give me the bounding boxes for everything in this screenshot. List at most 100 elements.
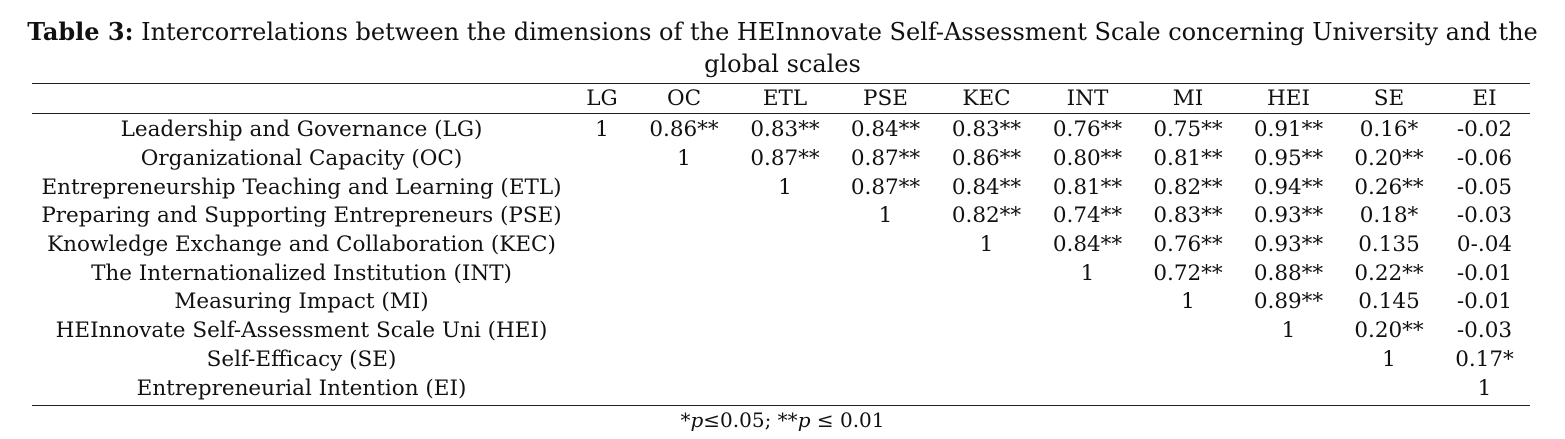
row-label: Organizational Capacity (OC): [140, 146, 463, 172]
note-p-symbol: p: [690, 408, 704, 432]
correlation-cell: [571, 259, 633, 288]
row-label: Knowledge Exchange and Collaboration (KE…: [47, 232, 556, 258]
correlation-cell: [633, 288, 735, 317]
correlation-cell: [936, 374, 1037, 403]
correlation-cell: 0.83**: [750, 117, 820, 143]
table-row: Preparing and Supporting Entrepreneurs (…: [32, 202, 1530, 231]
table-row: Measuring Impact (MI) 1 0.89** 0.145 -0.01: [32, 288, 1530, 317]
correlation-cell: [633, 202, 735, 231]
table-number: Table 3:: [27, 17, 134, 46]
correlation-cell: 0.83**: [1153, 203, 1223, 229]
column-header-se: SE: [1339, 85, 1439, 114]
correlation-cell: [735, 317, 835, 346]
correlation-cell: 0.86**: [951, 146, 1022, 172]
row-label: HEInnovate Self-Assessment Scale Uni (HE…: [55, 318, 548, 344]
correlation-cell: [1238, 374, 1339, 403]
table-row: Entrepreneurial Intention (EI) 1: [32, 374, 1530, 403]
row-label: Entrepreneurship Teaching and Learning (…: [41, 174, 562, 200]
correlation-cell: 0.91**: [1253, 117, 1324, 143]
note-threshold-1: ≤0.05; **: [703, 408, 798, 432]
row-label: Entrepreneurial Intention (EI): [136, 375, 467, 401]
column-header-etl: ETL: [735, 85, 835, 114]
correlation-cell: [936, 259, 1037, 288]
column-header-mi: MI: [1138, 85, 1238, 114]
table-title-line2: global scales: [704, 50, 861, 78]
correlation-cell: [1238, 346, 1339, 375]
correlation-cell: [571, 317, 633, 346]
significance-note: *p≤0.05; **p ≤ 0.01: [0, 406, 1565, 434]
correlation-cell: 0.16*: [1359, 117, 1419, 143]
correlation-cell: 0.82**: [1153, 174, 1223, 200]
correlation-cell: 0.76**: [1052, 117, 1123, 143]
correlation-cell: [633, 231, 735, 260]
correlation-cell: [735, 288, 835, 317]
correlation-cell: 0.95**: [1253, 146, 1324, 172]
correlation-cell: [735, 259, 835, 288]
table-row: Leadership and Governance (LG) 1 0.86** 0.8…: [32, 114, 1530, 145]
correlation-cell: [835, 231, 936, 260]
correlation-table: LG OC ETL PSE KEC INT MI HEI SE EI Leadership and…: [32, 85, 1530, 403]
correlation-cell: [735, 374, 835, 403]
correlation-cell: 0.82**: [951, 203, 1022, 229]
correlation-cell: [571, 231, 633, 260]
correlation-cell: [835, 317, 936, 346]
correlation-cell: 0.20**: [1354, 318, 1424, 344]
correlation-cell: -0.03: [1456, 203, 1513, 229]
correlation-cell: 0.74**: [1052, 203, 1123, 229]
header-row: LG OC ETL PSE KEC INT MI HEI SE EI: [32, 85, 1530, 114]
column-header-oc: OC: [633, 85, 735, 114]
correlation-cell: 0.80**: [1052, 146, 1123, 172]
correlation-cell: 0.135: [1358, 232, 1420, 258]
row-label: The Internationalized Institution (INT): [91, 260, 512, 286]
correlation-cell: 0-.04: [1456, 232, 1513, 258]
header-blank: [32, 85, 571, 114]
note-star: *: [680, 408, 691, 432]
correlation-cell: [1339, 374, 1439, 403]
correlation-cell: -0.01: [1456, 260, 1513, 286]
correlation-cell: [571, 173, 633, 202]
correlation-cell: 0.81**: [1153, 146, 1223, 172]
correlation-cell: 1: [878, 203, 893, 229]
correlation-cell: [571, 288, 633, 317]
correlation-cell: [1138, 346, 1238, 375]
note-p-symbol: p: [797, 408, 811, 432]
correlation-cell: [1037, 288, 1138, 317]
correlation-cell: 0.93**: [1253, 232, 1324, 258]
correlation-cell: [936, 346, 1037, 375]
correlation-cell: [633, 317, 735, 346]
correlation-cell: 0.22**: [1354, 260, 1424, 286]
correlation-cell: [1138, 317, 1238, 346]
correlation-cell: 0.83**: [951, 117, 1022, 143]
correlation-cell: 0.145: [1358, 289, 1420, 315]
correlation-cell: -0.03: [1456, 318, 1513, 344]
correlation-cell: [735, 346, 835, 375]
correlation-cell: [936, 288, 1037, 317]
correlation-cell: [1138, 374, 1238, 403]
table-row: Entrepreneurship Teaching and Learning (…: [32, 173, 1530, 202]
row-label: Measuring Impact (MI): [174, 289, 429, 315]
table-row: The Internationalized Institution (INT) 1…: [32, 259, 1530, 288]
column-header-kec: KEC: [936, 85, 1037, 114]
column-header-ei: EI: [1439, 85, 1530, 114]
correlation-cell: [735, 202, 835, 231]
correlation-cell: -0.01: [1456, 289, 1513, 315]
correlation-cell: 0.88**: [1253, 260, 1324, 286]
correlation-cell: 1: [1477, 375, 1492, 401]
correlation-cell: 0.87**: [850, 174, 921, 200]
correlation-cell: [571, 374, 633, 403]
correlation-cell: 0.75**: [1153, 117, 1223, 143]
correlation-cell: [835, 259, 936, 288]
correlation-cell: [571, 346, 633, 375]
correlation-cell: [835, 288, 936, 317]
correlation-cell: [571, 145, 633, 174]
correlation-cell: 0.94**: [1253, 174, 1324, 200]
correlation-cell: 0.20**: [1354, 146, 1424, 172]
correlation-cell: -0.05: [1456, 174, 1513, 200]
correlation-cell: 0.76**: [1153, 232, 1223, 258]
correlation-cell: 0.84**: [951, 174, 1022, 200]
table-title: Intercorrelations between the dimensions…: [133, 18, 1538, 46]
correlation-cell: [633, 346, 735, 375]
correlation-cell: 1: [778, 174, 792, 200]
correlation-cell: [1037, 346, 1138, 375]
column-header-lg: LG: [571, 85, 633, 114]
